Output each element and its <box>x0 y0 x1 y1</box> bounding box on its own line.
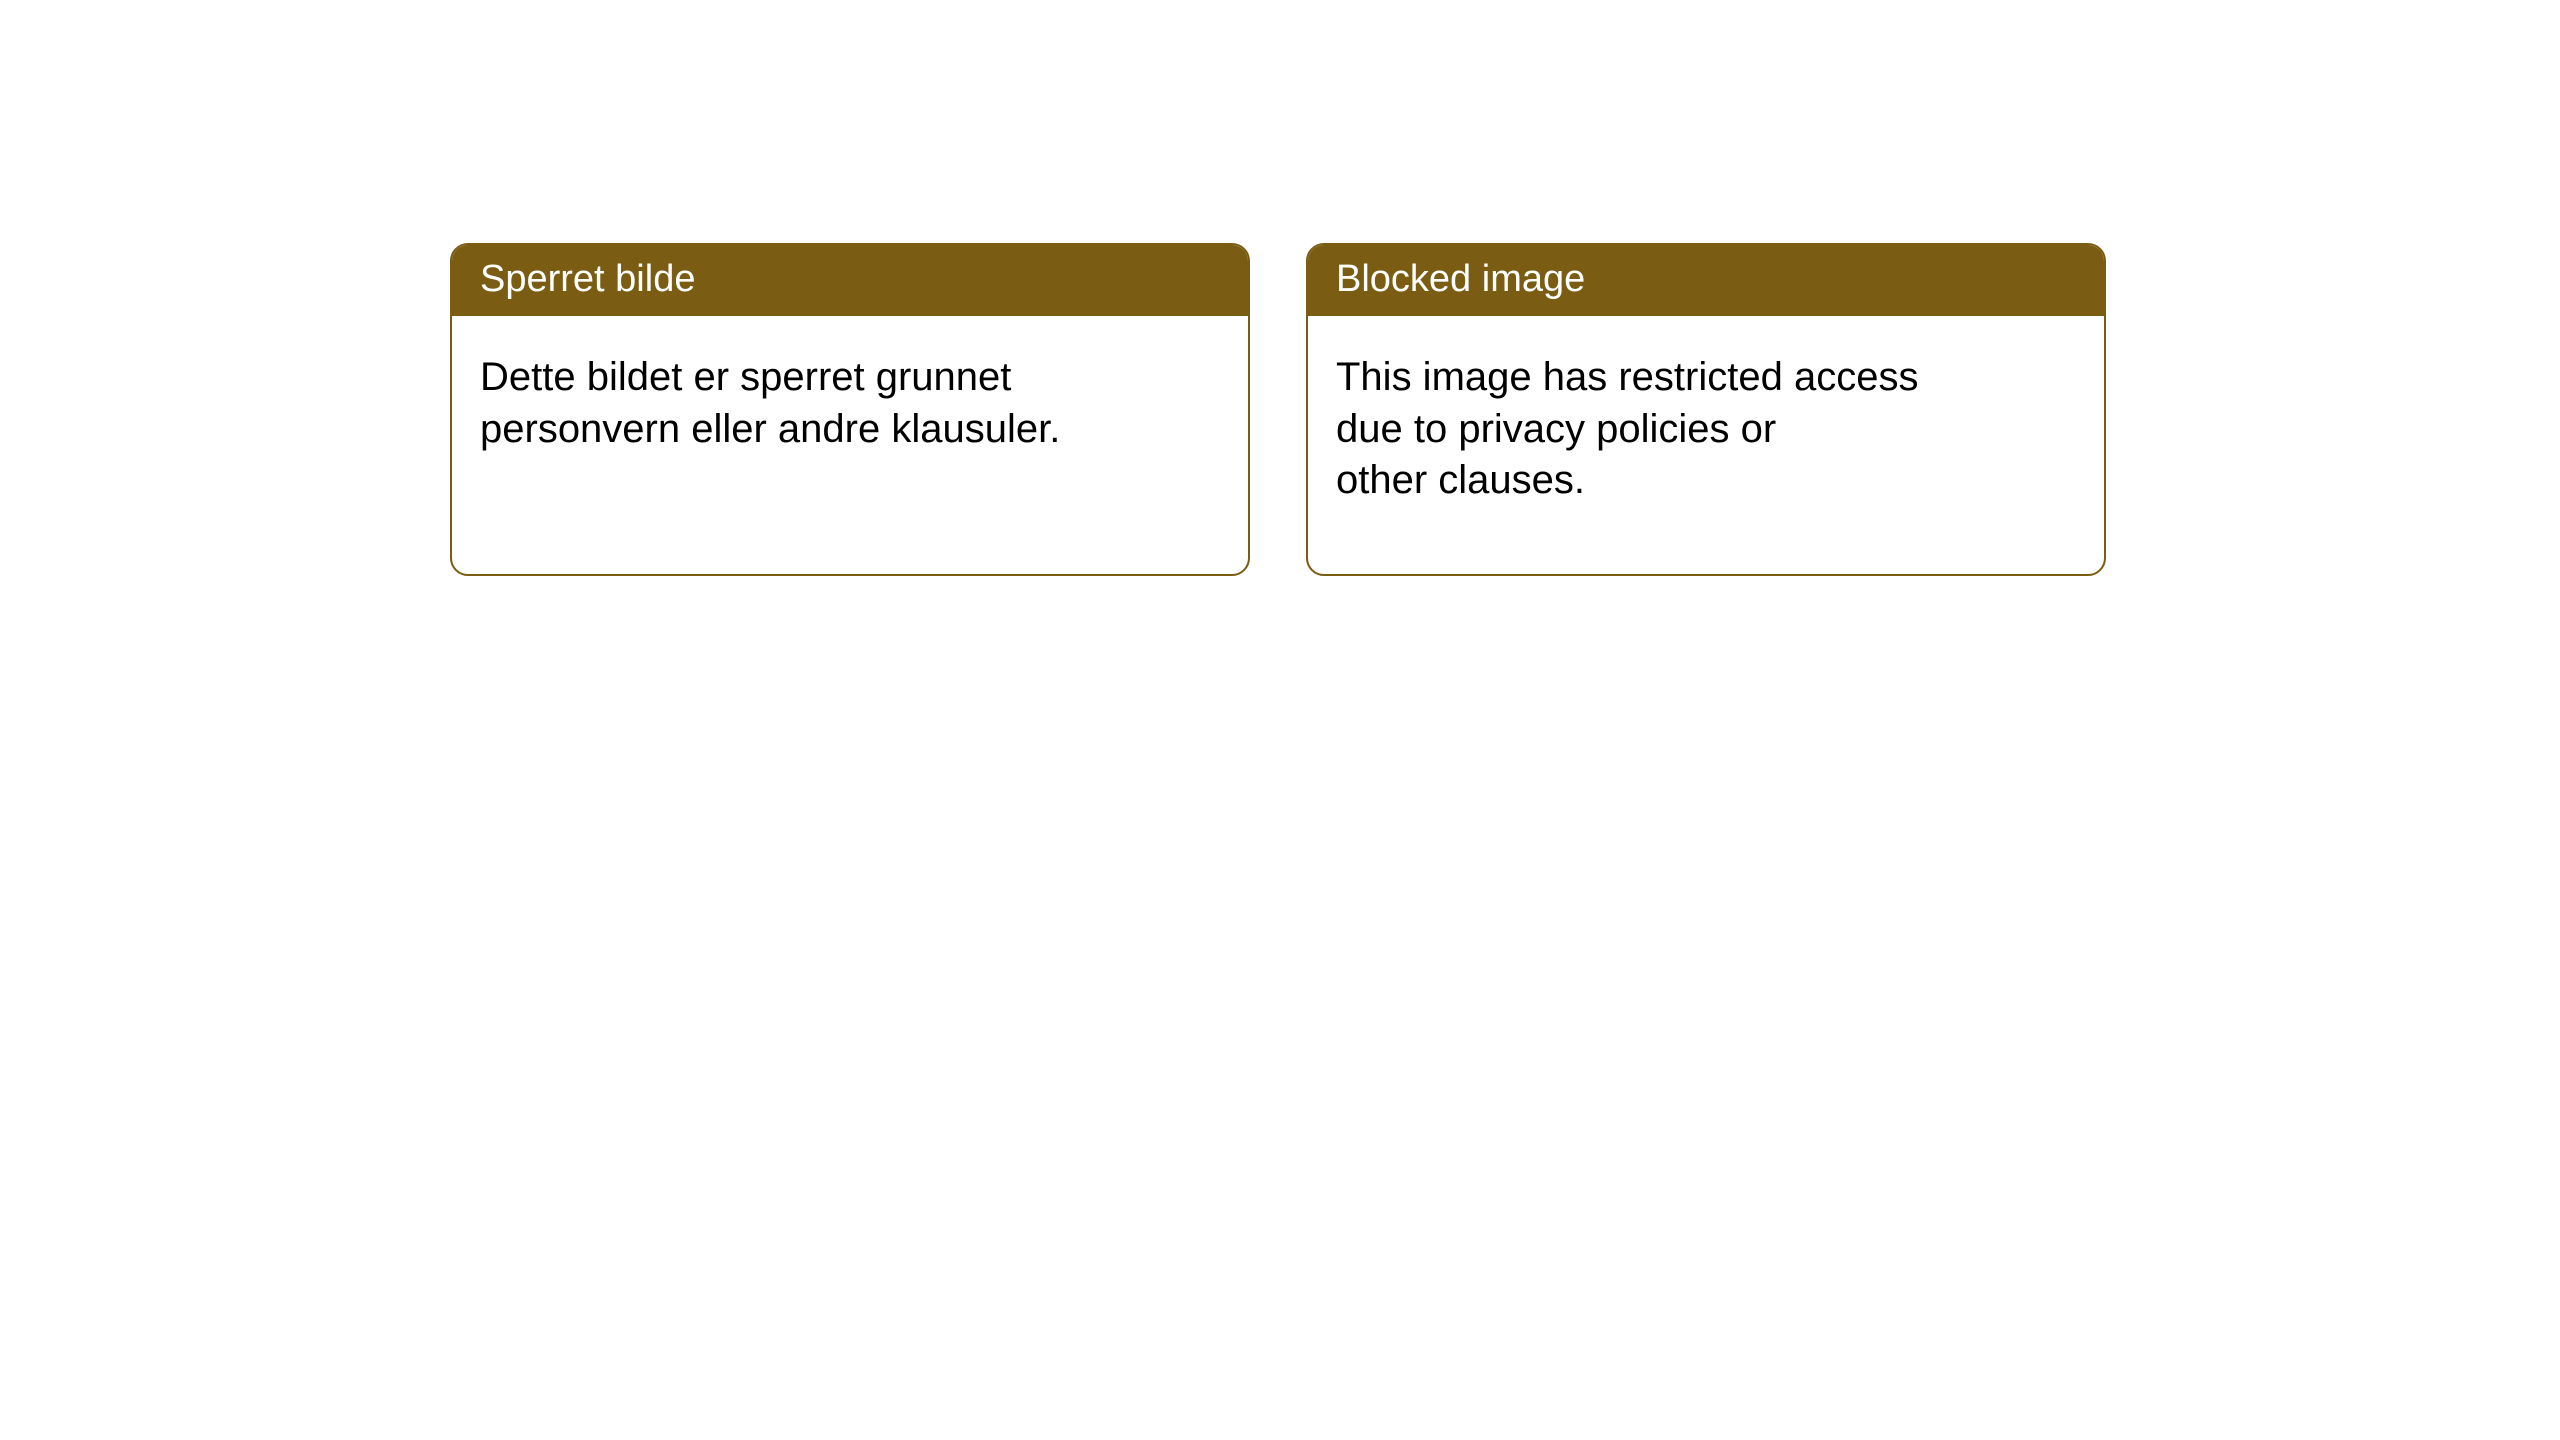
notice-box-no: Sperret bilde Dette bildet er sperret gr… <box>450 243 1250 576</box>
notice-container: Sperret bilde Dette bildet er sperret gr… <box>0 0 2560 576</box>
notice-body-no: Dette bildet er sperret grunnet personve… <box>452 316 1248 482</box>
notice-title-en: Blocked image <box>1308 245 2104 316</box>
notice-title-no: Sperret bilde <box>452 245 1248 316</box>
notice-body-en: This image has restricted access due to … <box>1308 316 2104 534</box>
notice-box-en: Blocked image This image has restricted … <box>1306 243 2106 576</box>
